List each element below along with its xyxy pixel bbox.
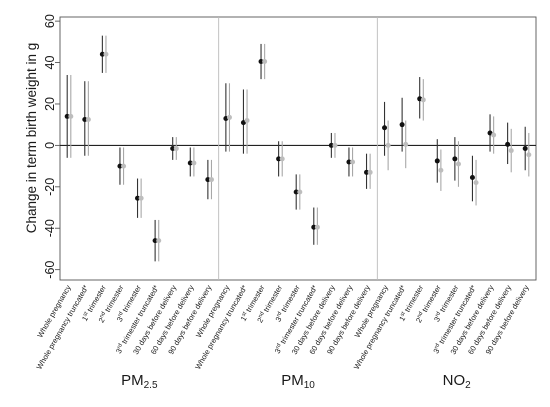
point-estimate-secondary: [103, 51, 109, 57]
point-estimate-secondary: [508, 148, 514, 154]
x-category-label-base: 3: [115, 315, 125, 323]
point-estimate-primary: [64, 113, 70, 119]
point-estimate-secondary: [403, 141, 409, 147]
point-estimate-primary: [170, 146, 176, 151]
point-estimate-primary: [187, 160, 193, 166]
group-label: PM2.5: [121, 372, 158, 391]
group-label-subscript: 2: [465, 380, 471, 391]
point-estimate-secondary: [438, 167, 444, 173]
plot-frame-layer: [59, 16, 537, 281]
group-labels-layer: PM2.5 PM10 NO2: [121, 372, 471, 391]
point-estimate-primary: [82, 117, 88, 123]
y-tick-label: -60: [43, 261, 57, 279]
point-estimate-secondary: [350, 159, 356, 165]
group-label-subscript: 10: [304, 380, 316, 391]
point-estimate-secondary: [385, 142, 391, 148]
point-estimate-secondary: [156, 238, 162, 244]
point-estimate-secondary: [526, 152, 532, 158]
group-label-subscript: 2.5: [144, 380, 158, 391]
point-estimate-primary: [505, 141, 511, 147]
point-estimate-secondary: [68, 113, 74, 119]
point-estimate-secondary: [332, 142, 338, 148]
y-tick-label: -40: [43, 219, 57, 237]
x-category-label-base: 1: [397, 315, 407, 323]
x-category-label-base: 2: [97, 316, 107, 324]
point-estimate-primary: [434, 158, 440, 164]
x-category-label-base: 2: [414, 316, 424, 324]
x-category-label-superscript: rd: [275, 343, 283, 350]
point-estimate-secondary: [173, 146, 179, 151]
point-estimate-secondary: [191, 160, 197, 166]
point-estimate-primary: [258, 59, 264, 65]
point-estimate-secondary: [226, 114, 232, 120]
x-category-label-superscript: st: [241, 311, 249, 318]
y-tick-label: 40: [43, 56, 57, 70]
point-estimate-primary: [522, 146, 528, 151]
x-category-label-superscript: st: [82, 311, 90, 318]
y-tick-label: 0: [43, 142, 57, 149]
point-estimate-primary: [346, 159, 352, 165]
point-estimate-secondary: [279, 156, 285, 162]
point-estimate-primary: [311, 224, 317, 230]
point-estimate-secondary: [491, 132, 497, 138]
point-estimate-primary: [117, 163, 123, 169]
point-estimate-secondary: [297, 189, 303, 195]
x-category-label-superscript: nd: [257, 311, 265, 319]
point-estimate-secondary: [262, 59, 268, 65]
point-estimate-secondary: [473, 180, 479, 186]
x-category-label-superscript: rd: [434, 343, 442, 350]
x-category-label-superscript: rd: [117, 311, 125, 318]
y-axis-title: Change in term birth weight in g: [24, 43, 39, 234]
point-estimate-secondary: [138, 195, 144, 201]
point-estimate-primary: [469, 174, 475, 180]
point-estimate-secondary: [244, 118, 250, 124]
point-estimate-primary: [135, 195, 141, 201]
x-category-label-base: 3: [431, 347, 441, 355]
x-category-label-base: 2: [255, 316, 265, 324]
point-estimate-primary: [276, 156, 282, 162]
y-tick-label: 60: [43, 14, 57, 28]
point-estimate-primary: [205, 177, 211, 183]
x-category-label-superscript: nd: [99, 311, 107, 319]
group-label-main: NO: [443, 372, 466, 389]
point-estimate-secondary: [314, 224, 320, 230]
point-estimate-primary: [328, 142, 334, 148]
point-estimate-primary: [293, 189, 299, 195]
point-estimate-secondary: [420, 97, 426, 103]
point-estimate-secondary: [85, 117, 91, 123]
group-label-main: PM: [281, 372, 304, 389]
y-axis-layer: -60 -40 -20 0 20 40 60: [43, 14, 60, 279]
x-category-label-base: 1: [239, 315, 249, 323]
point-estimate-primary: [399, 122, 405, 128]
x-category-label-superscript: rd: [276, 311, 284, 318]
point-estimate-primary: [452, 156, 458, 162]
data-marks-layer: [64, 35, 532, 262]
point-estimate-primary: [152, 238, 158, 244]
x-category-label-base: 3: [274, 315, 284, 323]
point-estimate-primary: [99, 51, 105, 57]
point-estimate-secondary: [208, 177, 214, 183]
x-category-label-base: 3: [432, 315, 442, 323]
y-tick-label: -20: [43, 178, 57, 196]
y-tick-label: 20: [43, 97, 57, 111]
group-label: PM10: [281, 372, 315, 391]
point-estimate-primary: [364, 169, 370, 175]
point-estimate-secondary: [121, 163, 127, 169]
x-category-label-base: 3: [273, 347, 283, 355]
point-estimate-primary: [382, 125, 388, 131]
point-estimate-secondary: [367, 169, 373, 175]
group-label: NO2: [443, 372, 472, 391]
x-category-label-superscript: rd: [116, 343, 124, 350]
x-category-label-base: 1: [80, 315, 90, 323]
x-category-label-base: 3: [114, 347, 124, 355]
group-label-main: PM: [121, 372, 144, 389]
x-category-label-superscript: st: [399, 311, 407, 318]
x-category-label-superscript: rd: [434, 311, 442, 318]
plot-frame: [59, 16, 537, 281]
point-estimate-secondary: [455, 161, 461, 167]
x-category-label-superscript: nd: [416, 311, 424, 319]
